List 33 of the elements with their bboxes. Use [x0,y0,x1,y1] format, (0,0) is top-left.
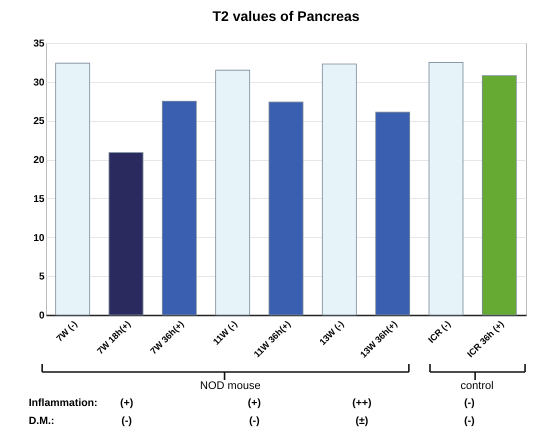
bar [482,75,517,316]
y-tick-label: 0 [38,310,45,322]
x-tick-label: 7W (-) [54,318,80,344]
text: (-) [464,415,475,427]
bar [375,112,410,316]
text: (-) [464,397,475,409]
bar [268,102,304,316]
y-tick-label: 5 [38,272,45,283]
chart-title: T2 values of Pancreas [212,8,360,24]
text: control [460,380,494,392]
text: (±) [355,415,368,427]
text: (++) [352,397,372,409]
text: (+) [248,397,261,409]
y-tick-label: 35 [33,38,45,50]
y-tick-label: 15 [33,194,45,205]
bar [215,70,250,316]
x-tick-label: ICR (-) [426,318,452,345]
text: D.M.: [28,415,54,427]
bar [428,62,464,316]
text: (-) [121,415,132,427]
y-tick-label: 30 [33,77,45,88]
y-tick-label: 25 [33,116,45,128]
bar [55,62,90,316]
y-tick-label: 20 [33,155,45,166]
y-tick-label: 10 [33,232,45,244]
bar [108,152,144,316]
text: (-) [249,415,260,427]
bar [162,100,197,316]
x-tick-label: ICR 36h (+) [465,318,506,360]
text: NOD mouse [200,380,261,392]
bar [322,64,357,316]
text: Inflammation: [28,397,98,409]
text: (+) [120,397,134,409]
